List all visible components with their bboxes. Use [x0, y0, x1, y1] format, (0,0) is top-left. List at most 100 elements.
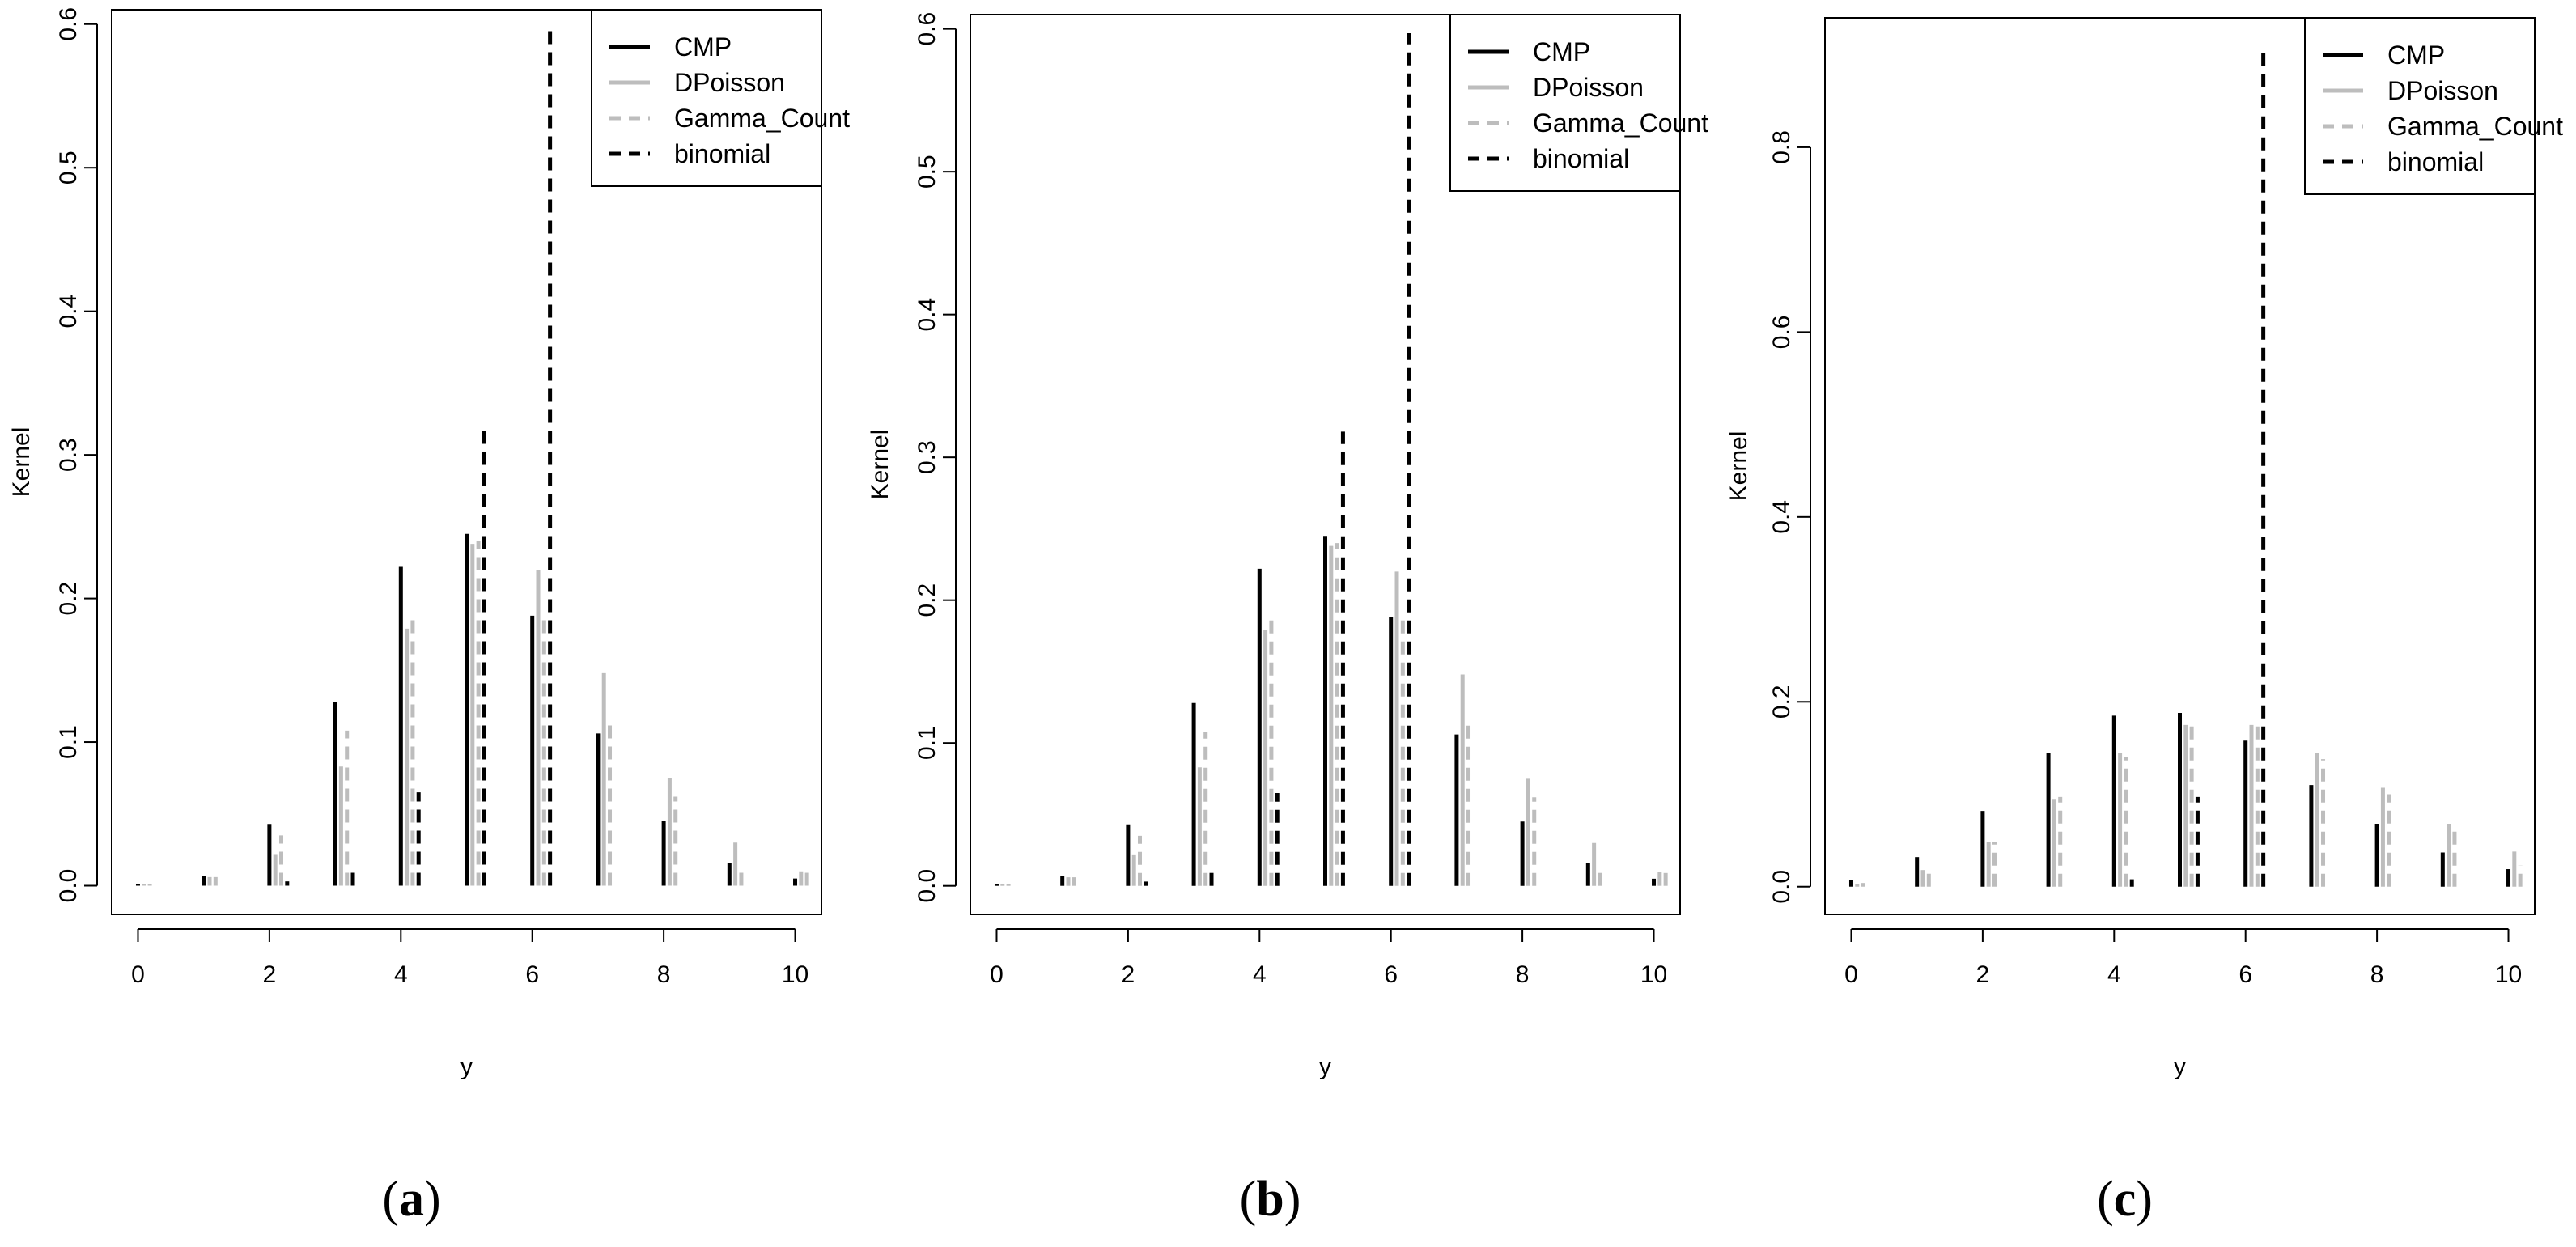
legend-label: DPoisson [2387, 76, 2498, 105]
y-tick-label: 0.6 [1768, 316, 1795, 350]
legend: CMP DPoisson Gamma_Count binomial [591, 9, 850, 187]
caption-close-paren: ) [1284, 1172, 1301, 1227]
y-tick-label: 0.6 [55, 7, 82, 41]
chart-panel-c: 0.0 0.2 0.4 0.6 0.8 0 2 4 6 8 10 y Kernel CMP DPoisson… [1725, 17, 2563, 1227]
x-tick-label: 0 [990, 961, 1004, 988]
plot-frame [970, 14, 1681, 915]
legend-box [591, 9, 822, 187]
bars [1848, 48, 2523, 887]
y-tick-label: 0.2 [55, 582, 82, 616]
x-tick-label: 6 [1384, 961, 1398, 988]
y-tick-label: 0.3 [914, 440, 940, 474]
legend-label: CMP [1533, 37, 1590, 66]
x-tick-label: 2 [1122, 961, 1135, 988]
legend-label: Gamma_Count [1533, 108, 1708, 138]
series-gamma-count [1006, 543, 1668, 886]
caption-letter: a [399, 1172, 424, 1227]
series-cmp [1848, 712, 2511, 887]
legend-label: binomial [1533, 144, 1629, 173]
x-tick-label: 4 [2107, 961, 2121, 988]
series-gamma-count [147, 541, 809, 886]
series-dpoisson [1000, 545, 1662, 886]
legend-label: CMP [674, 32, 732, 62]
y-tick-label: 0.3 [55, 438, 82, 472]
y-tick-label: 0.0 [55, 869, 82, 903]
caption-letter: c [2114, 1172, 2137, 1227]
x-tick-label: 4 [394, 961, 408, 988]
y-tick-label: 0.1 [55, 725, 82, 759]
series-dpoisson [142, 544, 804, 886]
y-axis-title: Kernel [8, 427, 35, 498]
x-tick-label: 8 [2370, 961, 2384, 988]
x-tick-label: 6 [525, 961, 539, 988]
legend-label: binomial [674, 139, 770, 168]
y-axis: 0.0 0.1 0.2 0.3 0.4 0.5 0.6 [55, 7, 98, 903]
legend-label: DPoisson [1533, 73, 1644, 102]
x-axis-title: y [2174, 1054, 2186, 1080]
series-binomial [285, 28, 553, 886]
y-tick-label: 0.8 [1768, 130, 1795, 164]
plot-frame [1824, 17, 2536, 915]
x-axis-title: y [460, 1054, 473, 1080]
y-tick-label: 0.5 [55, 151, 82, 185]
legend-label: DPoisson [674, 68, 785, 97]
plot-frame [111, 9, 822, 915]
x-tick-label: 2 [263, 961, 277, 988]
legend-label: CMP [2387, 40, 2445, 70]
legend-label: Gamma_Count [674, 104, 850, 133]
series-dpoisson [1855, 724, 2517, 887]
x-tick-label: 10 [2495, 961, 2522, 988]
panel-caption: (a) [382, 1172, 440, 1227]
series-binomial [1144, 32, 1411, 886]
x-tick-label: 2 [1976, 961, 1990, 988]
series-cmp [994, 536, 1657, 886]
caption-letter: b [1256, 1172, 1284, 1227]
x-tick-label: 10 [1640, 961, 1667, 988]
chart-panel-a: 0.0 0.1 0.2 0.3 0.4 0.5 0.6 0 2 4 6 8 10 y Kernel CMP DP… [8, 7, 850, 1227]
legend-box [2304, 17, 2536, 195]
x-tick-label: 6 [2239, 961, 2252, 988]
legend-box [1449, 14, 1681, 192]
caption-close-paren: ) [424, 1172, 441, 1227]
bars [994, 32, 1668, 886]
legend: CMP DPoisson Gamma_Count binomial [2304, 17, 2563, 195]
panel-caption: (c) [2097, 1172, 2153, 1227]
x-axis: 0 2 4 6 8 10 [990, 928, 1667, 988]
y-axis-title: Kernel [867, 430, 893, 500]
y-tick-label: 0.4 [914, 298, 940, 332]
series-cmp [135, 533, 798, 886]
caption-close-paren: ) [2136, 1172, 2153, 1227]
caption-open-paren: ( [382, 1172, 399, 1227]
y-tick-label: 0.5 [914, 155, 940, 189]
x-tick-label: 0 [1844, 961, 1858, 988]
x-axis-title: y [1319, 1054, 1331, 1080]
y-tick-label: 0.1 [914, 726, 940, 760]
legend-label: binomial [2387, 147, 2484, 176]
chart-panel-b: 0.0 0.1 0.2 0.3 0.4 0.5 0.6 0 2 4 6 8 10 y Kernel CMP DP… [867, 12, 1708, 1227]
series-gamma-count [1861, 722, 2523, 887]
bars [135, 28, 809, 886]
y-axis: 0.0 0.2 0.4 0.6 0.8 [1768, 130, 1811, 904]
y-tick-label: 0.6 [914, 12, 940, 46]
x-tick-label: 4 [1253, 961, 1267, 988]
y-tick-label: 0.2 [1768, 685, 1795, 719]
y-tick-label: 0.4 [55, 295, 82, 329]
y-tick-label: 0.2 [914, 583, 940, 617]
y-tick-label: 0.0 [914, 869, 940, 903]
series-binomial [2129, 48, 2266, 887]
legend-label: Gamma_Count [2387, 112, 2563, 141]
x-axis: 0 2 4 6 8 10 [131, 928, 808, 988]
x-tick-label: 0 [131, 961, 145, 988]
y-axis-title: Kernel [1725, 431, 1752, 502]
y-axis: 0.0 0.1 0.2 0.3 0.4 0.5 0.6 [914, 12, 957, 903]
x-tick-label: 8 [1516, 961, 1530, 988]
y-tick-label: 0.0 [1768, 870, 1795, 904]
caption-open-paren: ( [2097, 1172, 2114, 1227]
x-tick-label: 8 [657, 961, 671, 988]
legend: CMP DPoisson Gamma_Count binomial [1449, 14, 1708, 192]
panel-caption: (b) [1240, 1172, 1301, 1227]
x-axis: 0 2 4 6 8 10 [1844, 928, 2522, 988]
caption-open-paren: ( [1240, 1172, 1257, 1227]
x-tick-label: 10 [782, 961, 808, 988]
